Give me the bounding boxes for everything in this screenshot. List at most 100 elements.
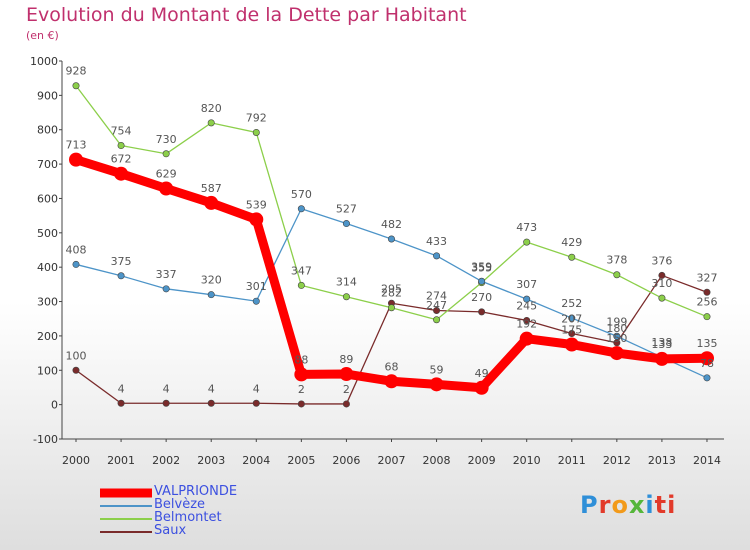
legend-item-belmontet: Belmontet [100,510,300,525]
proxiti-logo: Proxiti [580,491,677,519]
data-point [159,181,174,196]
data-point [523,238,531,246]
data-label: 4 [163,382,170,395]
data-point [703,313,711,321]
x-tick-label: 2001 [107,454,135,467]
data-label: 59 [430,363,444,376]
data-label: 100 [66,349,87,362]
data-label: 274 [426,289,447,302]
data-point [162,285,170,293]
data-label: 320 [201,274,222,287]
data-point [339,367,354,382]
legend: VALPRIONDE Belvèze Belmontet Saux [100,484,300,538]
data-label: 337 [156,268,177,281]
legend-label: Saux [154,523,187,538]
x-tick-label: 2010 [513,454,541,467]
data-label: 2 [343,383,350,396]
data-label: 570 [291,188,312,201]
x-tick-label: 2006 [332,454,360,467]
data-label: 247 [426,299,447,312]
data-point [162,150,170,158]
legend-item-valprionde: VALPRIONDE [100,484,300,499]
data-label: 192 [516,318,537,331]
data-label: 78 [700,357,714,370]
data-point [654,351,669,366]
data-label: 355 [471,262,492,275]
data-point [117,272,125,280]
data-label: 587 [201,182,222,195]
data-point [207,399,215,407]
data-label: 429 [561,236,582,249]
data-point [519,331,534,346]
data-label: 928 [66,65,87,78]
legend-label: Belvèze [154,497,206,512]
y-tick-label: 200 [37,330,58,343]
data-label: 180 [606,322,627,335]
legend-swatch [100,504,152,507]
data-label: 4 [253,382,260,395]
legend-label: Belmontet [154,510,222,525]
x-tick-label: 2014 [693,454,721,467]
y-tick-label: 0 [51,399,58,412]
legend-swatch [100,517,152,520]
y-tick-label: 1000 [30,55,58,68]
data-label: 672 [111,153,132,166]
data-label: 408 [66,243,87,256]
data-point [387,304,395,312]
x-tick-label: 2011 [558,454,586,467]
data-label: 310 [651,277,672,290]
x-tick-label: 2009 [468,454,496,467]
data-label: 270 [471,291,492,304]
x-tick-label: 2007 [377,454,405,467]
data-point [613,271,621,279]
data-point [703,288,711,296]
data-label: 256 [696,296,717,309]
y-tick-label: 400 [37,261,58,274]
y-tick-label: 900 [37,89,58,102]
x-tick-label: 2012 [603,454,631,467]
data-label: 539 [246,198,267,211]
x-tick-label: 2013 [648,454,676,467]
data-point [72,260,80,268]
data-point [568,314,576,322]
data-label: 88 [294,353,308,366]
data-point [72,366,80,374]
data-point [703,374,711,382]
data-label: 4 [208,382,215,395]
data-label: 629 [156,167,177,180]
x-tick-label: 2003 [197,454,225,467]
legend-swatch [100,530,152,533]
data-label: 347 [291,264,312,277]
data-label: 433 [426,235,447,248]
data-label: 245 [516,299,537,312]
data-point [294,367,309,382]
data-point [117,142,125,150]
data-point [609,346,624,361]
chart-title: Evolution du Montant de la Dette par Hab… [26,4,467,26]
data-label: 295 [381,282,402,295]
data-point [342,220,350,228]
y-tick-label: 700 [37,158,58,171]
legend-swatch [100,488,152,497]
data-point [699,351,714,366]
data-label: 49 [475,367,489,380]
data-label: 792 [246,111,267,124]
data-point [249,212,264,227]
data-label: 68 [384,360,398,373]
data-point [252,399,260,407]
data-point [478,277,486,285]
data-point [252,297,260,305]
data-point [568,330,576,338]
data-point [433,316,441,324]
x-tick-label: 2005 [287,454,315,467]
data-label: 713 [66,139,87,152]
data-label: 199 [606,315,627,328]
x-tick-label: 2000 [62,454,90,467]
data-point [568,253,576,261]
data-label: 482 [381,218,402,231]
data-label: 301 [246,280,267,293]
data-point [523,295,531,303]
data-label: 4 [118,382,125,395]
data-point [474,380,489,395]
